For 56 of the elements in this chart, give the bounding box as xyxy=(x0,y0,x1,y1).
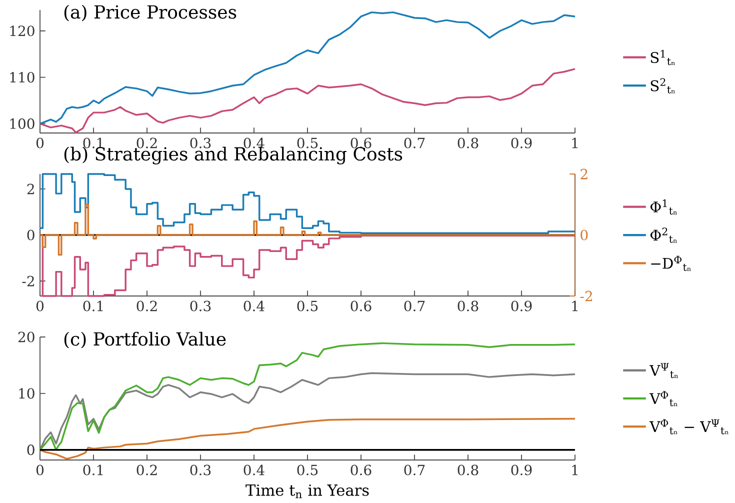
chart-title: (c) Portfolio Value xyxy=(64,332,226,348)
x-tick-label: 0 xyxy=(36,138,44,148)
x-tick-label: 1 xyxy=(572,138,578,148)
x-tick-label: 1 xyxy=(572,464,578,476)
legend-label: V$^{Φ}$tₙ xyxy=(649,391,678,406)
legend-label: S$^{1}$tₙ xyxy=(650,50,675,66)
x-tick-label: 0.9 xyxy=(511,138,532,148)
x-axis-title: Time t$_{n}$ in Years xyxy=(246,484,369,498)
y-tick-label: 0 xyxy=(27,444,34,456)
x-tick-label: 0.4 xyxy=(244,464,264,476)
x-tick-label: 0.9 xyxy=(511,464,532,476)
x-tick-label: 0 xyxy=(36,464,44,476)
x-tick-label: 0.2 xyxy=(136,464,157,476)
y-tick-label: 10 xyxy=(19,388,34,399)
x-tick-label: 0.6 xyxy=(350,138,372,148)
y-tick-label: 20 xyxy=(18,332,34,342)
y-tick-label: 2 xyxy=(27,184,34,194)
x-tick-label: 0.9 xyxy=(511,300,532,312)
x-tick-label: 0.5 xyxy=(297,138,318,148)
x-tick-label: 0.4 xyxy=(244,300,264,312)
y-tick-label: 0 xyxy=(27,230,34,240)
line-series xyxy=(39,372,576,451)
x-tick-label: 0.3 xyxy=(190,300,211,312)
x-tick-label: 0.8 xyxy=(458,464,478,476)
x-tick-label: 0.6 xyxy=(350,300,372,312)
y-tick-label: 100 xyxy=(10,118,34,129)
x-tick-label: 0.1 xyxy=(83,464,103,476)
legend-label: −D$^{Φ}$tₙ xyxy=(651,256,691,271)
legend-label: V$^{Ψ}$tₙ xyxy=(649,362,678,378)
legend-label: S$^{2}$tₙ xyxy=(650,78,675,94)
x-tick-label: 0.1 xyxy=(83,300,103,312)
x-tick-label: 0.3 xyxy=(190,464,211,476)
x-tick-label: 0.7 xyxy=(404,138,425,148)
y-tick-label: 120 xyxy=(10,26,34,36)
x-tick-label: 0.7 xyxy=(404,464,425,476)
y-tick-label: 110 xyxy=(10,72,34,83)
x-tick-label: 0.6 xyxy=(350,464,372,476)
x-tick-label: 1 xyxy=(572,300,578,312)
y2-tick-label: -2 xyxy=(580,290,592,302)
x-tick-label: 0.5 xyxy=(297,300,318,312)
x-tick-label: 0.8 xyxy=(458,138,478,148)
x-tick-label: 0 xyxy=(36,300,44,312)
x-tick-label: 0.2 xyxy=(136,300,157,312)
x-tick-label: 0.8 xyxy=(458,300,478,312)
x-tick-label: 0.2 xyxy=(136,138,157,148)
x-tick-label: 0.5 xyxy=(297,464,318,476)
y2-tick-label: 2 xyxy=(580,168,588,180)
x-tick-label: 0.3 xyxy=(190,138,211,148)
legend-label: V$^{Φ}$$_{tₙ}$ − V$^{Ψ}$tₙ xyxy=(649,419,728,434)
y-tick-label: -2 xyxy=(22,276,34,286)
y2-tick-label: 0 xyxy=(580,230,588,240)
x-tick-label: 0.7 xyxy=(404,300,425,312)
legend-label: Φ$^{1}$tₙ xyxy=(650,199,677,215)
x-tick-label: 0.4 xyxy=(244,138,264,148)
legend-label: Φ$^{2}$tₙ xyxy=(650,228,677,243)
chart-title: (a) Price Processes xyxy=(64,4,236,22)
